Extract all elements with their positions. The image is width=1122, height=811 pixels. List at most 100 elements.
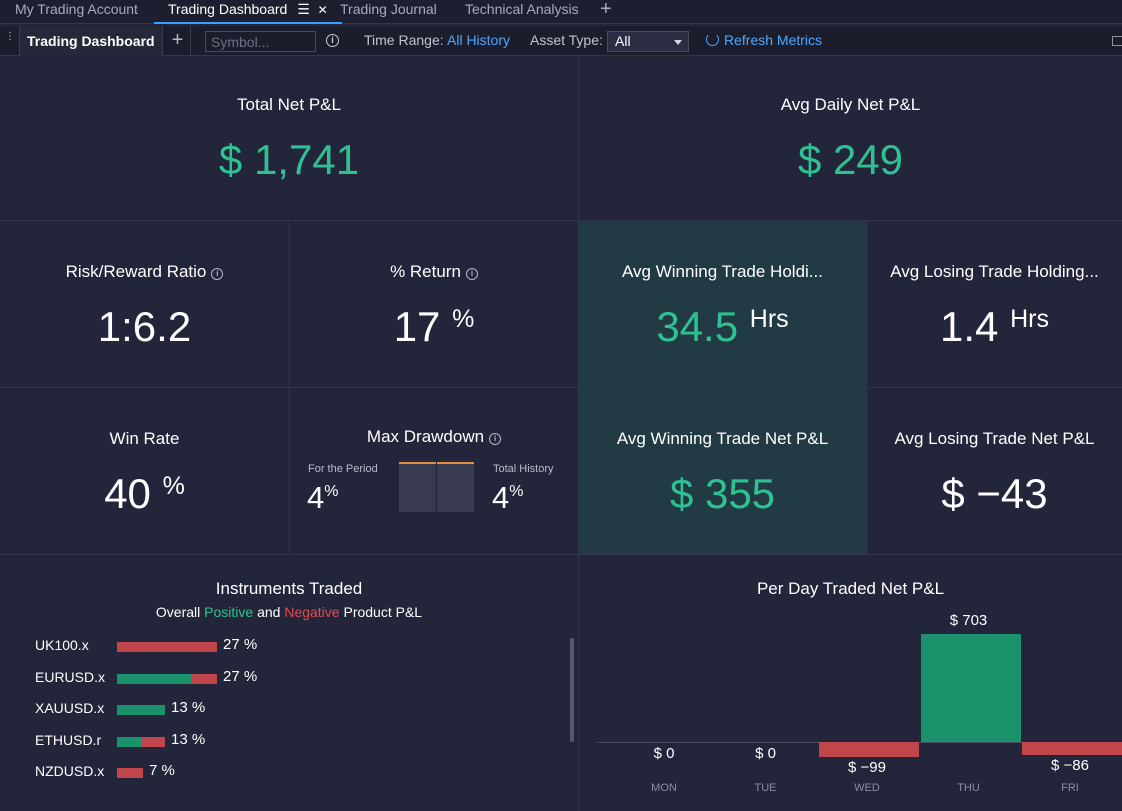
bar-thu[interactable] — [920, 634, 1021, 742]
bar-value-label: $ −99 — [848, 759, 886, 776]
info-icon[interactable]: i — [489, 433, 502, 445]
instrument-name: NZDUSD.x — [35, 763, 105, 779]
subtitle-and: and — [257, 604, 281, 620]
day-label: FRI — [1061, 782, 1079, 794]
value-number: 1.4 — [940, 303, 999, 350]
card-title-text: % Return — [390, 262, 461, 281]
drawdown-period-value: 4% — [307, 480, 338, 516]
card-title: Avg Winning Trade Holdi... — [622, 262, 823, 281]
info-icon[interactable]: i — [326, 34, 339, 47]
bar-value-label: $ 0 — [755, 745, 776, 762]
card-title: Avg Daily Net P&L — [780, 95, 921, 114]
drawdown-history-bar — [437, 462, 474, 512]
instrument-pct: 7 % — [149, 762, 175, 779]
refresh-label: Refresh Metrics — [724, 32, 823, 48]
asset-type-value: All — [615, 33, 631, 49]
instrument-name: ETHUSD.r — [35, 731, 102, 748]
max-drawdown-card: Max Drawdown i — [290, 388, 579, 555]
value-number: 17 — [393, 303, 441, 350]
value-number: 4 — [492, 480, 510, 515]
value-unit: Hrs — [749, 305, 789, 333]
day-label: TUE — [754, 782, 777, 794]
bar-fri[interactable] — [1022, 742, 1122, 755]
time-range-selector[interactable]: All History — [447, 32, 511, 48]
tab-trading-dashboard[interactable]: Trading Dashboard ☰ ✕ — [154, 0, 342, 24]
instrument-bar — [117, 673, 217, 684]
drawdown-period-label: For the Period — [308, 463, 378, 475]
instruments-subtitle: Overall Positive and Negative Product P&… — [0, 604, 578, 620]
value-unit: Hrs — [1010, 305, 1049, 333]
avg-daily-net-pnl-value: $ 249 — [797, 136, 904, 183]
symbol-input[interactable] — [205, 31, 316, 52]
value-unit: % — [452, 305, 475, 333]
card-title-text: Max Drawdown — [366, 427, 485, 446]
avg-losing-pnl-card: Avg Losing Trade Net P&L $ −43 — [867, 388, 1122, 555]
card-title: % Return i — [290, 262, 578, 282]
risk-reward-card: Risk/Reward Ratio i 1:6.2 — [0, 221, 290, 388]
bar-value-label: $ 703 — [949, 612, 988, 629]
instrument-name: UK100.x — [35, 637, 89, 653]
instrument-pct: 13 % — [171, 699, 206, 716]
time-range-label: Time Range: — [364, 32, 444, 48]
avg-losing-hold-card: Avg Losing Trade Holding... 1.4 Hrs — [867, 221, 1122, 388]
bar-wed[interactable] — [819, 742, 919, 757]
avg-winning-pnl-value: $ 355 — [669, 470, 776, 517]
info-icon[interactable]: i — [465, 268, 478, 280]
bar-value-label: $ 0 — [653, 745, 675, 762]
add-tab-icon[interactable]: + — [600, 0, 612, 20]
value-unit: % — [162, 472, 185, 500]
tab-menu-icon[interactable]: ☰ — [297, 1, 310, 17]
info-icon[interactable]: i — [211, 268, 224, 280]
total-net-pnl-card: Total Net P&L $ 1,741 — [0, 56, 579, 221]
instrument-pct: 27 % — [223, 667, 258, 685]
day-label: MON — [651, 782, 677, 794]
value-number: 4 — [307, 480, 325, 515]
avg-winning-hold-value: 34.5 Hrs — [579, 303, 866, 351]
drawdown-history-value: 4% — [492, 480, 523, 516]
instrument-bar — [117, 642, 217, 652]
tab-label: Trading Dashboard — [168, 1, 288, 17]
avg-winning-hold-card: Avg Winning Trade Holdi... 34.5 Hrs — [579, 221, 867, 388]
instrument-name: EURUSD.x — [35, 668, 106, 685]
add-widget-icon[interactable]: + — [165, 26, 191, 56]
scrollbar-thumb[interactable] — [570, 638, 574, 742]
toolbar: ⋮⋮ Trading Dashboard + i Time Range: All… — [0, 26, 1122, 56]
pct-return-value: 17 % — [290, 303, 578, 351]
asset-type-label: Asset Type: — [530, 32, 603, 48]
tab-trading-journal[interactable]: Trading Journal — [340, 1, 437, 17]
value-number: 34.5 — [656, 303, 739, 350]
chevron-down-icon — [674, 40, 682, 45]
card-title: Win Rate — [109, 429, 180, 448]
value-unit: % — [324, 483, 339, 500]
instruments-panel — [0, 555, 579, 811]
pct-return-card: % Return i 17 % — [290, 221, 579, 388]
subtitle-positive: Positive — [204, 604, 254, 620]
per-day-chart-title: Per Day Traded Net P&L — [756, 579, 945, 598]
instrument-name: XAUUSD.x — [35, 700, 105, 716]
risk-reward-value: 1:6.2 — [97, 303, 192, 350]
total-net-pnl-value: $ 1,741 — [218, 136, 360, 183]
drawdown-history-label: Total History — [493, 463, 554, 475]
card-title: Avg Winning Trade Net P&L — [616, 429, 829, 448]
refresh-icon — [706, 33, 719, 46]
tab-my-trading-account[interactable]: My Trading Account — [15, 1, 138, 17]
subtitle-negative: Negative — [284, 604, 340, 620]
tab-close-icon[interactable]: ✕ — [317, 3, 328, 17]
day-label: WED — [854, 782, 880, 794]
popout-icon[interactable] — [1112, 36, 1122, 46]
avg-daily-net-pnl-card: Avg Daily Net P&L $ 249 — [579, 56, 1122, 221]
drawdown-period-bar — [399, 462, 436, 512]
drag-handle-icon[interactable]: ⋮⋮ — [5, 31, 27, 42]
refresh-metrics-button[interactable]: Refresh Metrics — [706, 32, 822, 48]
avg-losing-pnl-value: $ −43 — [941, 470, 1048, 517]
card-title-text: Risk/Reward Ratio — [65, 262, 207, 281]
card-title: Risk/Reward Ratio i — [0, 262, 289, 282]
tab-technical-analysis[interactable]: Technical Analysis — [465, 1, 579, 17]
bar-value-label: $ −86 — [1051, 757, 1089, 774]
subtitle-suffix: Product P&L — [343, 604, 423, 620]
card-title: Avg Losing Trade Holding... — [890, 262, 1099, 281]
card-title: Total Net P&L — [237, 95, 341, 114]
value-number: 40 — [104, 470, 151, 517]
asset-type-select[interactable]: All — [607, 31, 689, 52]
instrument-pct: 27 % — [223, 636, 258, 653]
